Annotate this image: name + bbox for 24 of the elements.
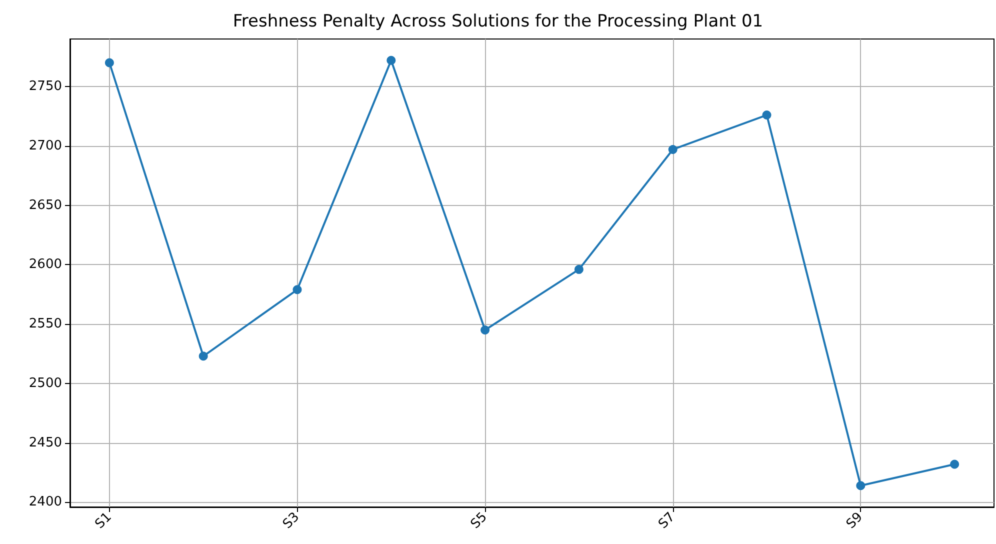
x-tick-label: S9 [844, 510, 866, 532]
point [856, 481, 866, 490]
y-tick-label: 2450 [28, 435, 62, 450]
x-tick-label: S5 [468, 510, 490, 532]
point [198, 352, 208, 361]
point [480, 326, 490, 335]
y-tick-label: 2550 [28, 316, 62, 332]
point [386, 56, 396, 65]
y-tick-label: 2400 [28, 494, 62, 510]
y-tick-label: 2650 [28, 198, 62, 213]
y-tick-label: 2500 [28, 376, 62, 391]
point [950, 460, 960, 469]
x-tick-label: S3 [280, 510, 303, 532]
x-tick-label: S1 [92, 510, 115, 532]
chart-title: Freshness Penalty Across Solutions for the Processing Plant 01 [232, 12, 764, 32]
x-tick-label: S7 [656, 510, 678, 532]
y-tick-label: 2700 [28, 138, 62, 154]
point [668, 144, 678, 154]
point [574, 264, 584, 274]
point [762, 110, 772, 120]
y-tick-label: 2600 [28, 257, 62, 272]
y-tick-label: 2750 [28, 79, 62, 94]
point [104, 58, 114, 68]
point [292, 285, 302, 294]
